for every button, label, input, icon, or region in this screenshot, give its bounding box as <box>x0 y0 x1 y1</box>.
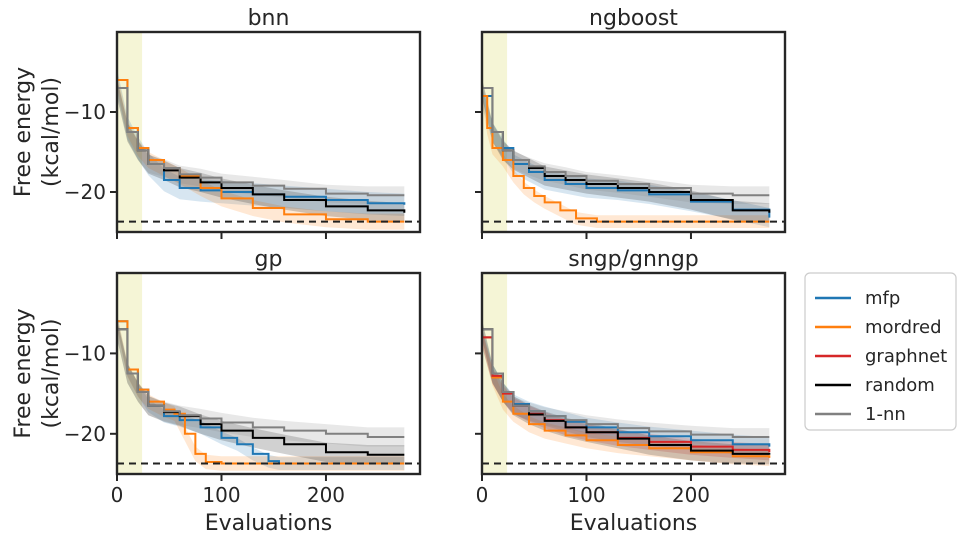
plot-area <box>482 32 785 232</box>
y-tick-label: −20 <box>64 180 106 204</box>
band-mordred <box>482 329 770 466</box>
band-1-nn <box>482 320 770 446</box>
legend-frame <box>804 272 957 431</box>
plot-area <box>117 32 420 232</box>
band-1-nn <box>117 79 405 204</box>
y-tick-label: −10 <box>64 100 106 124</box>
band-mfp <box>482 86 770 228</box>
band-random <box>482 319 770 465</box>
y-axis-label-line2: (kcal/mol) <box>39 77 64 187</box>
band-random <box>117 78 405 223</box>
legend-label-1-nn: 1-nn <box>865 404 906 425</box>
x-tick-label: 100 <box>567 483 605 507</box>
line-1-nn <box>117 328 405 439</box>
panel-title: sngp/gnngp <box>568 247 699 272</box>
line-1-nn <box>117 87 405 197</box>
legend-label-mordred: mordred <box>865 317 942 338</box>
x-tick-label: 0 <box>111 483 124 507</box>
band-random <box>482 78 770 223</box>
line-1-nn <box>482 328 770 439</box>
x-tick-label: 200 <box>672 483 710 507</box>
axes-frame <box>115 30 422 234</box>
band-mfp <box>117 68 405 216</box>
band-mordred <box>117 72 405 230</box>
band-mfp <box>482 327 770 457</box>
axes-frame <box>480 271 787 476</box>
band-random <box>117 319 405 465</box>
axes-frame <box>480 30 787 234</box>
band-graphnet <box>482 329 770 461</box>
panel-sngp-gnngp: 0 100 200 sngp/gnngp Evaluations <box>475 247 787 536</box>
panel-title: bnn <box>248 6 290 31</box>
y-axis-label-line2: (kcal/mol) <box>39 318 64 428</box>
legend-label-graphnet: graphnet <box>865 346 947 367</box>
x-axis-label: Evaluations <box>570 511 698 536</box>
axes-frame <box>115 271 422 476</box>
panel-gp: −10 −20 0 100 200 gp Evaluations Free energy (kc… <box>11 247 422 536</box>
panel-ngboost: ngboost <box>475 6 787 239</box>
y-tick-label: −10 <box>64 341 106 365</box>
y-axis-label: Free energy (kcal/mol) <box>11 308 64 438</box>
y-axis-label-line1: Free energy <box>11 308 36 438</box>
y-axis-label-line1: Free energy <box>11 67 36 197</box>
x-tick-label: 100 <box>202 483 240 507</box>
line-1-nn <box>482 87 770 197</box>
line-mordred <box>482 336 771 458</box>
legend-label-random: random <box>865 375 935 396</box>
plot-area <box>117 273 420 474</box>
legend-label-mfp: mfp <box>865 288 900 309</box>
x-axis-label: Evaluations <box>205 511 333 536</box>
plot-area <box>482 273 785 474</box>
panel-bnn: −10 −20 bnn Free energy (kcal/mol) <box>11 6 422 239</box>
panel-title: ngboost <box>589 6 678 31</box>
legend: mfp mordred graphnet random 1-nn <box>804 272 957 431</box>
x-tick-label: 200 <box>307 483 345 507</box>
y-tick-label: −20 <box>64 422 106 446</box>
y-axis-label: Free energy (kcal/mol) <box>11 67 64 197</box>
x-tick-label: 0 <box>476 483 489 507</box>
panel-title: gp <box>255 247 283 272</box>
